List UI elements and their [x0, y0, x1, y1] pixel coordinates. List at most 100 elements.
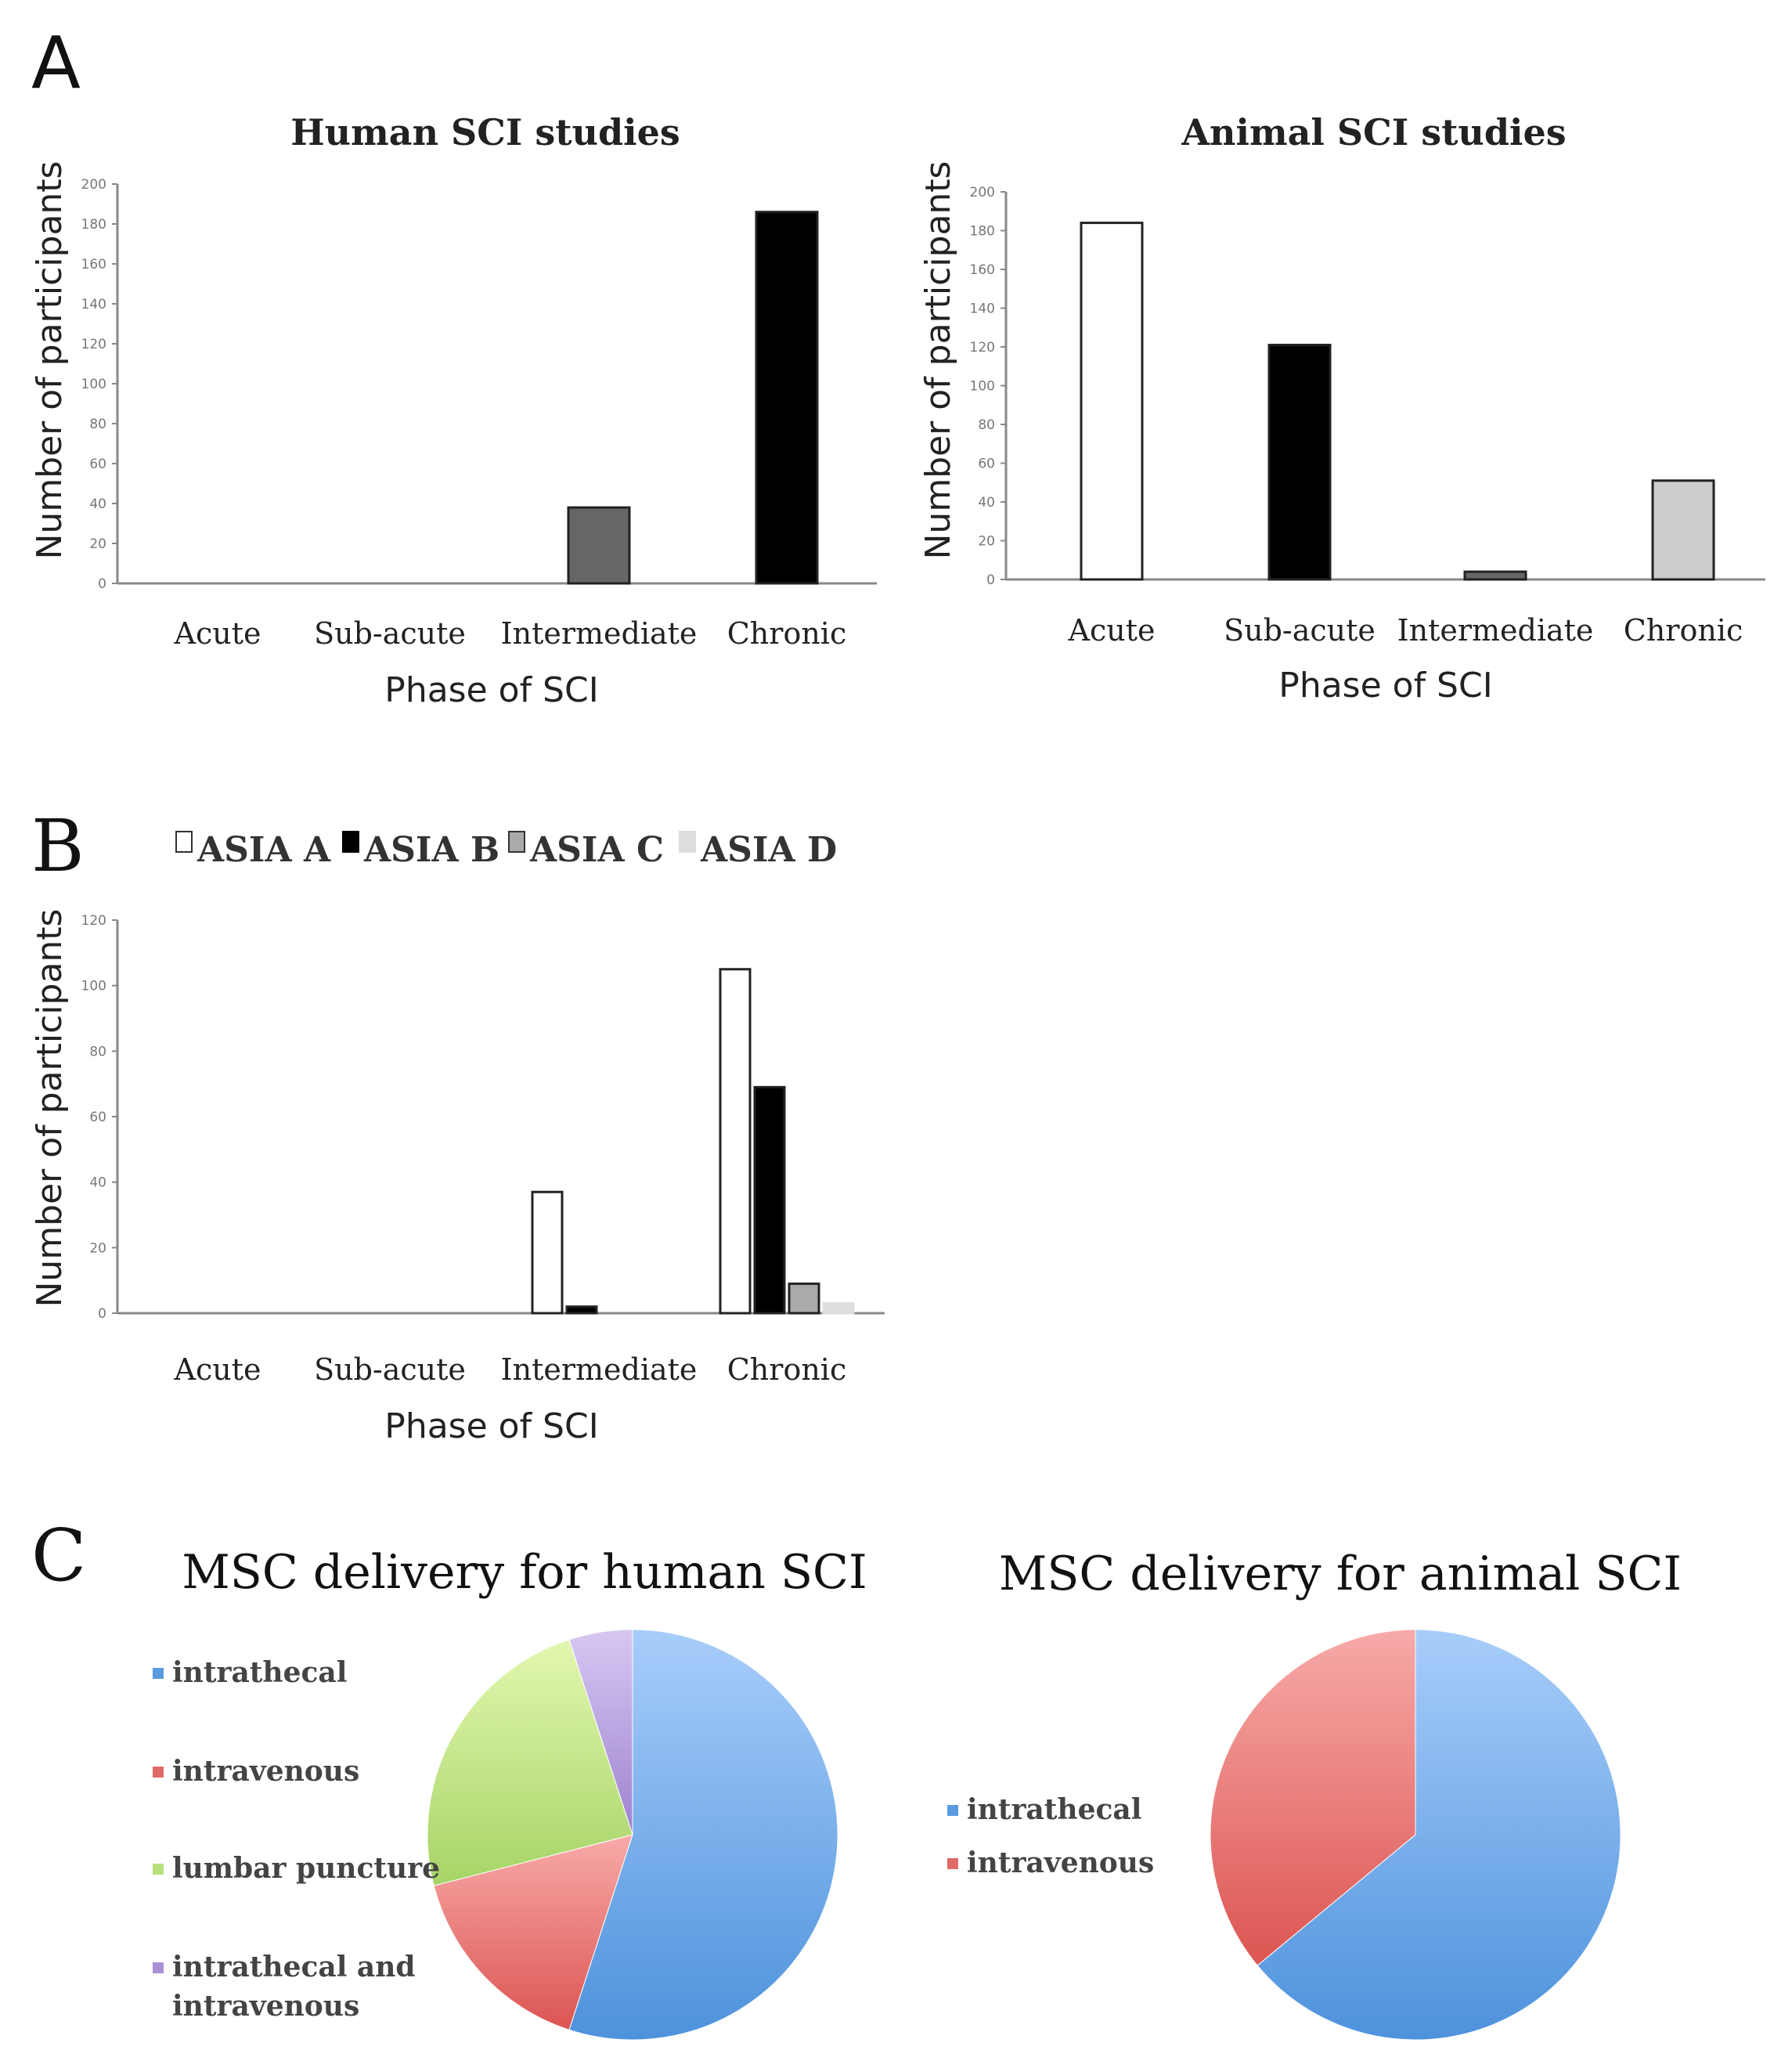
- y-tick-label: 80: [978, 417, 995, 433]
- human-pie-legend: intrathecal intravenous lumbar puncture …: [153, 1656, 440, 2023]
- pie-slice-intrathecal: [1257, 1629, 1621, 2041]
- legend-label-human-lumbar-puncture: lumbar puncture: [172, 1852, 440, 1885]
- bar-chronic-asia-a: [719, 968, 752, 1315]
- bar-chronic-asia-c: [788, 1282, 820, 1315]
- legend-swatch-asia-b: [342, 831, 359, 853]
- legend-swatch-human-lumbar-puncture: [153, 1864, 164, 1875]
- legend-label-animal-intrathecal: intrathecal: [967, 1793, 1141, 1826]
- animal-y-axis-title: Number of participants: [918, 161, 958, 560]
- human-x-axis-title: Phase of SCI: [384, 670, 598, 710]
- animal-category-labels: Acute Sub-acute Intermediate Chronic: [1068, 613, 1743, 648]
- y-tick-label: 40: [89, 496, 106, 512]
- animal-chart-title: Animal SCI studies: [1181, 111, 1566, 153]
- animal-y-ticks: 0 20 40 60 80 100 120 140 160 180 200: [970, 185, 1006, 588]
- y-tick-label: 200: [81, 177, 106, 193]
- human-axes: [116, 184, 877, 585]
- asia-legend: ASIA A ASIA B ASIA C ASIA D: [175, 830, 837, 870]
- y-tick-label: 60: [89, 1110, 106, 1125]
- bar-intermediate: [1463, 570, 1527, 581]
- animal-pie-title: MSC delivery for animal SCI: [999, 1547, 1682, 1601]
- legend-label-human-combined-line-2: intravenous: [172, 1990, 359, 2023]
- category-label-sub-acute: Sub-acute: [314, 616, 466, 651]
- category-label-intermediate: Intermediate: [1397, 613, 1594, 648]
- pie-slice-intrathecal: [568, 1629, 838, 2041]
- y-tick-label: 20: [89, 536, 106, 552]
- category-label-chronic: Chronic: [727, 616, 847, 651]
- legend-label-asia-c: ASIA C: [529, 830, 664, 870]
- y-tick-label: 120: [81, 913, 106, 929]
- asia-bars: [531, 968, 855, 1315]
- pie-slice-intravenous: [1210, 1629, 1416, 1966]
- y-tick-label: 40: [978, 495, 995, 511]
- category-label-intermediate: Intermediate: [501, 616, 698, 651]
- legend-swatch-human-intrathecal: [153, 1668, 164, 1679]
- y-tick-label: 0: [98, 576, 106, 592]
- y-tick-label: 200: [970, 185, 995, 200]
- asia-y-ticks: 0 20 40 60 80 100 120: [81, 913, 117, 1322]
- legend-label-human-intrathecal-and-intravenous: intrathecal and intravenous: [172, 1951, 425, 2023]
- asia-category-labels: Acute Sub-acute Intermediate Chronic: [174, 1352, 847, 1387]
- y-tick-label: 80: [89, 1044, 106, 1059]
- category-label-acute: Acute: [174, 1352, 261, 1387]
- legend-label-asia-d: ASIA D: [700, 830, 837, 870]
- category-label-acute: Acute: [174, 616, 261, 651]
- legend-label-human-combined-line-1: intrathecal and: [172, 1951, 416, 1983]
- animal-sci-chart: Animal SCI studies Number of participant…: [918, 111, 1765, 706]
- y-tick-label: 120: [970, 340, 995, 356]
- panel-letter-b: B: [31, 804, 85, 888]
- y-tick-label: 140: [81, 297, 106, 312]
- y-tick-label: 180: [81, 217, 106, 233]
- category-label-chronic: Chronic: [1624, 613, 1743, 648]
- panel-letter-a: A: [31, 21, 81, 105]
- asia-y-axis-title: Number of participants: [30, 909, 70, 1308]
- category-label-chronic: Chronic: [727, 1352, 847, 1387]
- y-tick-label: 60: [89, 457, 106, 472]
- y-tick-label: 60: [978, 457, 995, 472]
- human-sci-chart: Human SCI studies Number of participants…: [30, 111, 877, 710]
- pie-slice-intravenous: [433, 1834, 633, 2030]
- bar-chronic: [755, 211, 819, 585]
- human-category-labels: Acute Sub-acute Intermediate Chronic: [174, 616, 847, 651]
- y-tick-label: 0: [98, 1306, 106, 1322]
- legend-swatch-animal-intravenous: [947, 1858, 958, 1869]
- y-tick-label: 100: [81, 979, 106, 994]
- legend-swatch-asia-a: [175, 831, 193, 853]
- y-tick-label: 0: [986, 572, 995, 588]
- y-tick-label: 140: [970, 301, 995, 317]
- legend-label-animal-intravenous: intravenous: [967, 1846, 1154, 1879]
- y-tick-label: 40: [89, 1175, 106, 1191]
- animal-bars: [1080, 222, 1715, 581]
- bar-sub-acute: [1267, 344, 1332, 581]
- pie-slice-intrathecal-and-intravenous: [568, 1629, 633, 1835]
- legend-swatch-human-intravenous: [153, 1767, 164, 1778]
- y-tick-label: 20: [89, 1240, 106, 1256]
- legend-label-asia-a: ASIA A: [197, 830, 331, 870]
- human-y-axis-title: Number of participants: [30, 161, 70, 560]
- y-tick-label: 100: [81, 377, 106, 392]
- human-chart-title: Human SCI studies: [290, 111, 680, 153]
- legend-swatch-animal-intrathecal: [947, 1805, 958, 1816]
- human-pie-slices: [427, 1629, 838, 2041]
- category-label-sub-acute: Sub-acute: [1224, 613, 1376, 648]
- y-tick-label: 80: [89, 417, 106, 432]
- asia-grouped-chart: ASIA A ASIA B ASIA C ASIA D Number of pa…: [30, 830, 885, 1446]
- bar-chronic: [1651, 479, 1715, 581]
- bar-chronic-asia-d: [822, 1301, 855, 1315]
- y-tick-label: 160: [81, 257, 106, 273]
- human-bars: [567, 211, 819, 585]
- category-label-intermediate: Intermediate: [501, 1352, 698, 1387]
- legend-label-asia-b: ASIA B: [363, 830, 499, 870]
- y-tick-label: 20: [978, 534, 995, 550]
- bar-intermediate: [567, 506, 631, 585]
- asia-x-axis-title: Phase of SCI: [384, 1406, 598, 1446]
- y-tick-label: 100: [970, 379, 995, 395]
- legend-swatch-human-intrathecal-and-intravenous: [153, 1962, 164, 1973]
- y-tick-label: 120: [81, 337, 106, 352]
- legend-swatch-asia-c: [508, 831, 525, 853]
- panel-letter-c: C: [31, 1514, 86, 1597]
- legend-swatch-asia-d: [679, 831, 696, 853]
- y-tick-label: 160: [970, 262, 995, 278]
- human-y-ticks: 0 20 40 60 80 100 120 140 160 180 200: [81, 177, 117, 592]
- legend-label-human-intrathecal: intrathecal: [172, 1656, 347, 1689]
